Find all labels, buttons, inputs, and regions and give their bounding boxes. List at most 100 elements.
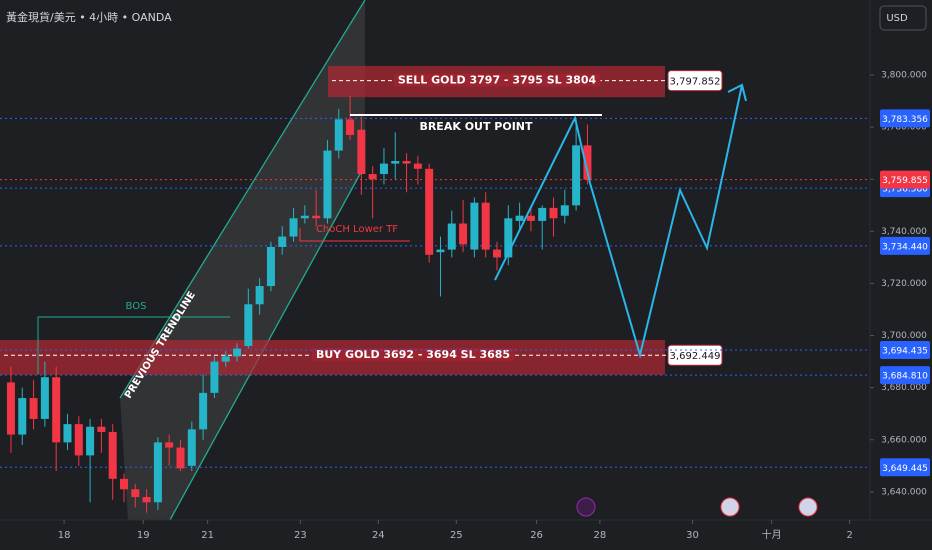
candle-body bbox=[572, 145, 581, 206]
candle-body bbox=[108, 431, 117, 479]
price-tag bbox=[880, 341, 930, 360]
candle-body bbox=[504, 218, 513, 258]
candle-body bbox=[18, 398, 27, 435]
candle-body bbox=[515, 215, 524, 221]
zone-label: BUY GOLD 3692 - 3694 SL 3685 bbox=[316, 348, 510, 361]
candle-body bbox=[346, 119, 355, 135]
price-tag-label: 3,734.440 bbox=[882, 242, 928, 252]
candle-body bbox=[470, 202, 479, 250]
candle-body bbox=[142, 497, 151, 503]
price-tag-label: 3,783.356 bbox=[882, 115, 928, 125]
candle-body bbox=[210, 361, 219, 393]
candle-body bbox=[52, 377, 61, 443]
currency-button[interactable] bbox=[879, 5, 927, 31]
candle-body bbox=[538, 207, 547, 221]
candle-body bbox=[492, 249, 501, 258]
x-tick-label: 2 bbox=[846, 530, 852, 541]
x-tick-label: 24 bbox=[372, 530, 385, 541]
x-tick-label: 18 bbox=[58, 530, 71, 541]
candle-body bbox=[63, 424, 72, 443]
y-tick-label: 3,640.000 bbox=[881, 487, 927, 497]
price-tag-label: 3,694.435 bbox=[882, 347, 928, 357]
x-tick-label: 十月 bbox=[762, 528, 782, 541]
bos-line bbox=[37, 316, 230, 374]
currency-label: USD bbox=[886, 13, 908, 24]
candle-body bbox=[413, 163, 422, 169]
price-tag-label: 3,649.445 bbox=[882, 464, 928, 474]
candle-body bbox=[560, 205, 569, 216]
price-tag bbox=[880, 458, 930, 477]
candle-body bbox=[131, 489, 140, 498]
candle-body bbox=[300, 215, 309, 219]
event-icon[interactable] bbox=[798, 497, 818, 517]
candle-body bbox=[583, 145, 592, 180]
x-tick-label: 23 bbox=[294, 530, 307, 541]
candle-body bbox=[481, 202, 490, 250]
candle-body bbox=[526, 215, 535, 221]
y-tick-label: 3,740.000 bbox=[881, 227, 927, 237]
candle-body bbox=[436, 249, 445, 253]
choch-line bbox=[299, 228, 410, 242]
candle-body bbox=[199, 392, 208, 430]
candle-body bbox=[233, 348, 242, 357]
channel-upper bbox=[119, 0, 366, 399]
candle-body bbox=[379, 163, 388, 175]
price-tag-label: 3,684.810 bbox=[882, 372, 928, 382]
candle-body bbox=[6, 382, 15, 435]
candle-body bbox=[402, 161, 411, 164]
projection-path bbox=[494, 84, 743, 359]
y-tick-label: 3,680.000 bbox=[881, 383, 927, 393]
channel-fill bbox=[120, 0, 365, 520]
x-tick-label: 30 bbox=[686, 530, 699, 541]
candle-body bbox=[323, 150, 332, 219]
candle-body bbox=[357, 129, 366, 175]
price-tag bbox=[880, 236, 930, 255]
price-tag bbox=[880, 109, 930, 128]
choch-label: ChoCH Lower TF bbox=[316, 224, 398, 235]
candle-body bbox=[255, 286, 264, 305]
candle-body bbox=[459, 223, 468, 245]
candle-body bbox=[312, 215, 321, 219]
candle-body bbox=[266, 246, 275, 287]
candle-body bbox=[187, 429, 196, 466]
candle-body bbox=[334, 119, 343, 151]
candle-body bbox=[391, 161, 400, 164]
candle-body bbox=[40, 377, 49, 419]
chart-title: 黃金現貨/美元 • 4小時 • OANDA bbox=[6, 10, 172, 24]
candle-body bbox=[447, 223, 456, 250]
price-tag-label: 3,756.580 bbox=[882, 185, 928, 195]
candle-body bbox=[289, 218, 298, 237]
break-out-label: BREAK OUT POINT bbox=[419, 120, 533, 133]
zone-label-bg bbox=[393, 73, 601, 87]
bos-label: BOS bbox=[126, 301, 147, 312]
event-icon[interactable] bbox=[576, 497, 596, 517]
candle-body bbox=[86, 426, 95, 456]
x-tick-label: 28 bbox=[593, 530, 606, 541]
candle-body bbox=[176, 447, 185, 469]
candle-body bbox=[119, 478, 128, 490]
x-tick-label: 25 bbox=[450, 530, 463, 541]
price-tag bbox=[880, 170, 930, 189]
y-tick-label: 3,780.000 bbox=[881, 123, 927, 133]
candle-body bbox=[221, 356, 230, 362]
y-tick-label: 3,720.000 bbox=[881, 279, 927, 289]
candle-body bbox=[153, 442, 162, 503]
zone-tag-label: 3,692.449 bbox=[670, 351, 721, 362]
x-tick-label: 19 bbox=[137, 530, 150, 541]
zone-label: SELL GOLD 3797 - 3795 SL 3804 bbox=[398, 74, 597, 87]
candle-body bbox=[549, 207, 558, 219]
y-tick-label: 3,700.000 bbox=[881, 331, 927, 341]
projection-arrow bbox=[727, 83, 747, 102]
x-tick-label: 26 bbox=[530, 530, 543, 541]
x-tick-label: 21 bbox=[201, 530, 214, 541]
y-tick-label: 3,800.000 bbox=[881, 71, 927, 81]
zone-tag-label: 3,797.852 bbox=[670, 77, 721, 88]
candle-body bbox=[165, 442, 174, 448]
candle-body bbox=[244, 304, 253, 346]
zone-tag bbox=[667, 70, 723, 92]
candle-body bbox=[29, 398, 38, 419]
price-tag bbox=[880, 366, 930, 385]
candle-body bbox=[74, 424, 83, 456]
event-icon[interactable] bbox=[720, 497, 740, 517]
